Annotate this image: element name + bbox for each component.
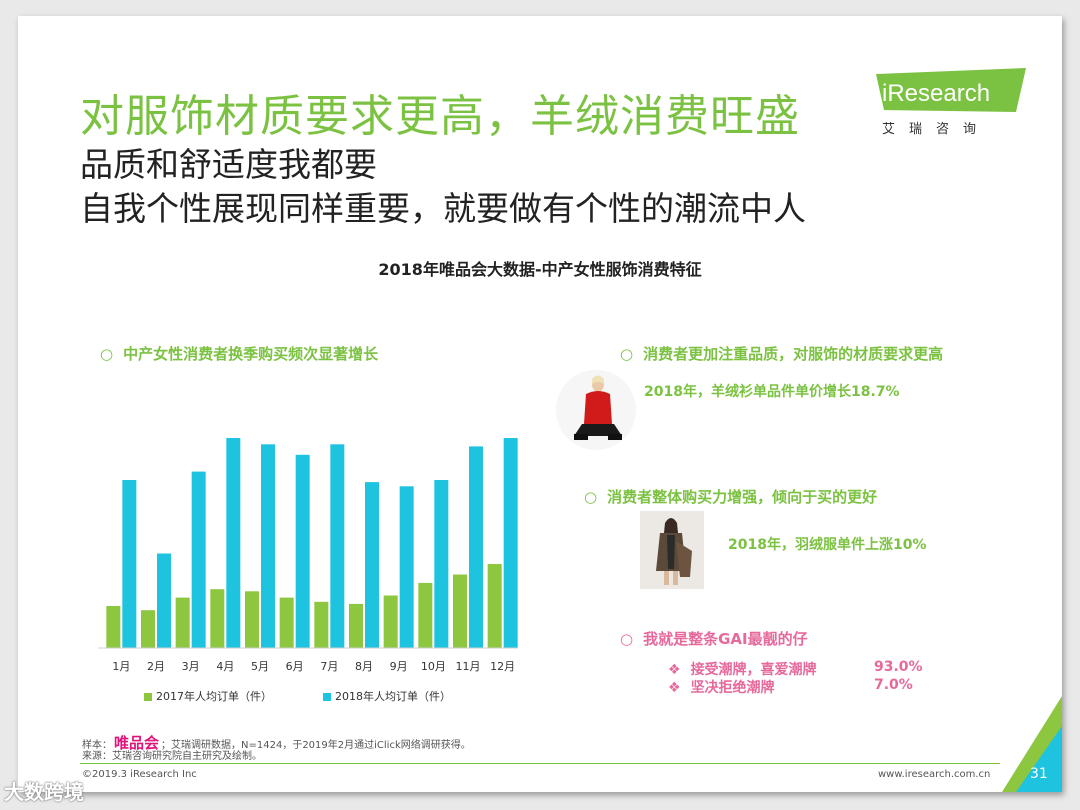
bullet-2-note: 2018年，羊绒衫单品件单价增长18.7% (644, 384, 900, 400)
chart-title: 2018年唯品会大数据-中产女性服饰消费特征 (378, 260, 702, 279)
trend-value: 93.0% (874, 659, 923, 675)
x-tick-label: 6月 (286, 660, 304, 673)
bullet-2: ○ 消费者更加注重品质，对服饰的材质要求更高 (620, 343, 943, 364)
x-tick-label: 10月 (421, 660, 446, 673)
legend-label: 2018年人均订单（件） (335, 690, 451, 703)
legend-item-2017: 2017年人均订单（件） (144, 688, 272, 704)
bar-2017-5 (245, 591, 259, 648)
x-tick-label: 4月 (216, 660, 234, 673)
x-tick-labels: 1月 2月 3月 4月 5月 6月 7月 8月 9月 10月 11月 12月 (112, 660, 515, 673)
trend-label: 坚决拒绝潮牌 (690, 680, 775, 696)
x-tick-label: 7月 (320, 660, 338, 673)
trend-label: 接受潮牌，喜爱潮牌 (690, 662, 817, 678)
bar-2018-12 (503, 438, 518, 648)
corner-triangle-icon (1002, 696, 1062, 792)
monthly-orders-bar-chart: 1月 2月 3月 4月 5月 6月 7月 8月 9月 10月 11月 12月 (98, 438, 518, 673)
bar-2017-7 (314, 601, 329, 648)
model-red-sweater-photo (556, 370, 636, 450)
legend-label: 2017年人均订单（件） (156, 690, 272, 703)
page-number: 31 (1030, 766, 1048, 782)
vipshop-brand: 唯品会 (114, 734, 160, 752)
logo-cn: 艾瑞咨询 (882, 122, 991, 137)
bullet-2-text: 消费者更加注重品质，对服饰的材质要求更高 (643, 345, 944, 363)
copyright: ©2019.3 iResearch Inc (82, 769, 197, 780)
bar-2018-7 (330, 444, 345, 648)
website-url: www.iresearch.com.cn (878, 769, 991, 780)
x-tick-label: 12月 (490, 660, 515, 673)
bar-2018-10 (434, 480, 449, 648)
bar-2018-11 (469, 446, 483, 648)
bullet-3-note: 2018年，羽绒服单件上涨10% (728, 537, 927, 553)
iresearch-logo: iResearch 艾瑞咨询 (876, 68, 1026, 143)
diamond-icon: ❖ (668, 662, 681, 678)
bar-2018-5 (261, 444, 275, 648)
x-tick-label: 8月 (355, 660, 373, 673)
sample-rest: ；艾瑞调研数据，N=1424，于2019年2月通过iClick网络调研获得。 (161, 740, 471, 751)
x-tick-label: 11月 (456, 660, 481, 673)
trend-value: 7.0% (874, 677, 913, 693)
bar-2017-4 (210, 589, 225, 648)
sample-prefix: 样本： (82, 740, 112, 751)
model-down-coat-photo (640, 511, 704, 589)
bar-2018-1 (122, 480, 137, 648)
diamond-icon: ❖ (668, 680, 681, 696)
bullet-circle-icon: ○ (100, 345, 114, 363)
bar-2018-3 (191, 471, 206, 648)
x-tick-label: 9月 (390, 660, 408, 673)
x-tick-label: 1月 (112, 660, 130, 673)
bullet-3-text: 消费者整体购买力增强，倾向于买的更好 (607, 488, 878, 506)
bullet-circle-icon: ○ (584, 488, 598, 506)
bars-group (106, 438, 518, 648)
bar-2017-9 (383, 595, 398, 648)
logo-text: iResearch (882, 80, 991, 107)
bar-2017-10 (418, 582, 433, 648)
bar-2018-9 (399, 486, 414, 648)
legend-item-2018: 2018年人均订单（件） (323, 688, 451, 704)
x-tick-label: 3月 (182, 660, 200, 673)
footer-divider (80, 763, 1000, 764)
x-tick-label: 2月 (147, 660, 165, 673)
bar-2017-12 (487, 564, 502, 648)
bullet-3: ○ 消费者整体购买力增强，倾向于买的更好 (584, 486, 877, 507)
slide: 对服饰材质要求更高，羊绒消费旺盛 品质和舒适度我都要 自我个性展现同样重要，就要… (18, 16, 1062, 792)
bar-2017-8 (349, 603, 363, 648)
bar-2018-2 (157, 553, 171, 648)
watermark: 大数跨境 (4, 780, 84, 804)
page-title: 对服饰材质要求更高，羊绒消费旺盛 (80, 91, 800, 142)
logo-shape-icon (876, 68, 1026, 112)
bullet-circle-icon: ○ (620, 630, 634, 648)
bullet-1-text: 中产女性消费者换季购买频次显著增长 (123, 345, 379, 363)
x-tick-label: 5月 (251, 660, 269, 673)
source-note: 来源：艾瑞咨询研究院自主研究及绘制。 (82, 751, 262, 762)
bullet-4: ○ 我就是整条GAI最靓的仔 (620, 628, 808, 649)
subtitle-line-1: 品质和舒适度我都要 (80, 145, 377, 184)
bullet-4-text: 我就是整条GAI最靓的仔 (643, 630, 808, 648)
subtitle-line-2: 自我个性展现同样重要，就要做有个性的潮流中人 (80, 189, 806, 228)
bar-2017-2 (141, 610, 155, 648)
trend-row: ❖ 接受潮牌，喜爱潮牌 93.0% (668, 659, 923, 679)
sample-note: 样本： 唯品会 ；艾瑞调研数据，N=1424，于2019年2月通过iClick网络调… (82, 732, 471, 753)
bar-2017-3 (175, 597, 190, 648)
bar-2017-1 (106, 606, 121, 648)
bullet-1: ○ 中产女性消费者换季购买频次显著增长 (100, 343, 378, 364)
bar-2017-6 (279, 597, 294, 648)
bar-2018-6 (295, 454, 310, 648)
bullet-circle-icon: ○ (620, 345, 634, 363)
bar-2018-8 (365, 482, 379, 648)
bar-2017-11 (453, 574, 467, 648)
trend-row: ❖ 坚决拒绝潮牌 7.0% (668, 677, 913, 697)
bar-2018-4 (226, 438, 241, 648)
legend-swatch (144, 693, 152, 701)
legend-swatch (323, 693, 331, 701)
